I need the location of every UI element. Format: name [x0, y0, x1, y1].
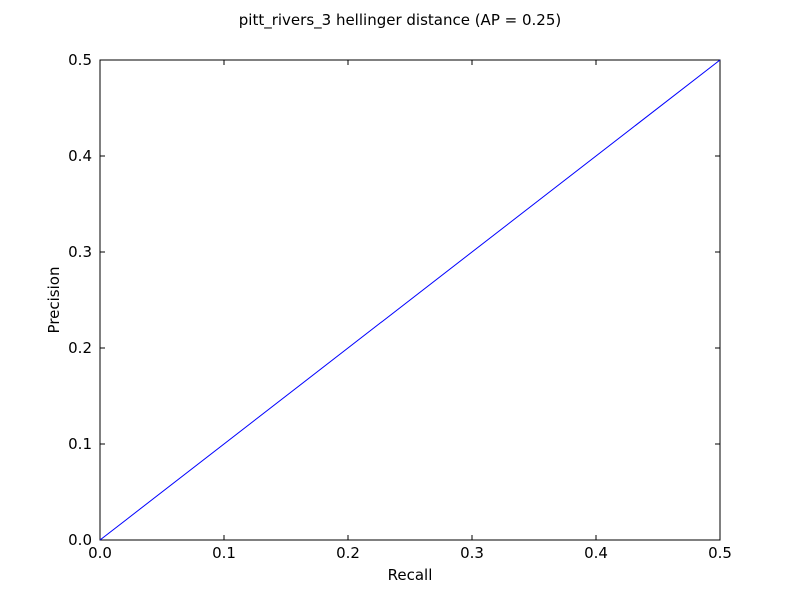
y-tick-label: 0.5	[68, 51, 92, 69]
x-tick-label: 0.4	[584, 544, 608, 562]
y-axis: 0.0 0.1 0.2 0.3 0.4 0.5	[68, 51, 720, 549]
y-axis-label: Precision	[45, 267, 63, 334]
x-axis: 0.0 0.1 0.2 0.3 0.4 0.5	[88, 60, 732, 562]
y-tick-label: 0.0	[68, 531, 92, 549]
y-tick-label: 0.3	[68, 243, 92, 261]
x-tick-label: 0.5	[708, 544, 732, 562]
series-line	[99, 59, 721, 541]
x-tick-label: 0.0	[88, 544, 112, 562]
x-tick-label: 0.3	[460, 544, 484, 562]
x-tick-label: 0.2	[336, 544, 360, 562]
chart-title: pitt_rivers_3 hellinger distance (AP = 0…	[239, 11, 561, 30]
x-tick-label: 0.1	[212, 544, 236, 562]
x-axis-label: Recall	[388, 566, 433, 584]
y-tick-label: 0.4	[68, 147, 92, 165]
y-tick-label: 0.1	[68, 435, 92, 453]
series-layer	[99, 59, 721, 541]
y-tick-label: 0.2	[68, 339, 92, 357]
